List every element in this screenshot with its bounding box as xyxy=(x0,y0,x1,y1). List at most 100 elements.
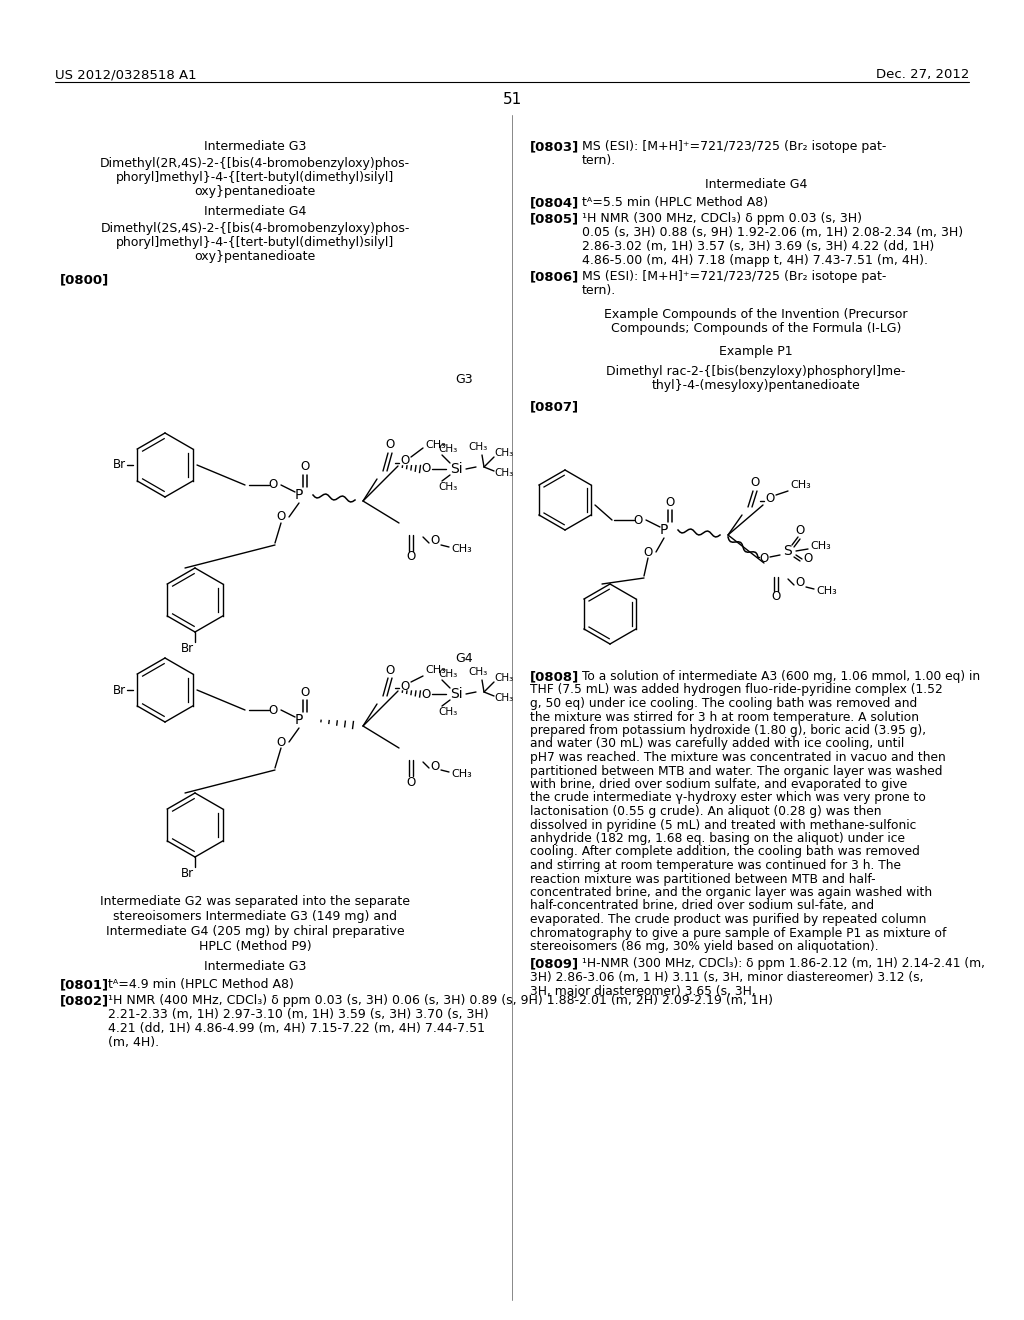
Text: O: O xyxy=(751,477,760,490)
Text: with brine, dried over sodium sulfate, and evaporated to give: with brine, dried over sodium sulfate, a… xyxy=(530,777,907,791)
Text: 2.21-2.33 (m, 1H) 2.97-3.10 (m, 1H) 3.59 (s, 3H) 3.70 (s, 3H): 2.21-2.33 (m, 1H) 2.97-3.10 (m, 1H) 3.59… xyxy=(108,1008,488,1020)
Text: O: O xyxy=(643,545,652,558)
Text: O: O xyxy=(804,553,813,565)
Text: CH₃: CH₃ xyxy=(425,440,445,450)
Text: (m, 4H).: (m, 4H). xyxy=(108,1036,159,1049)
Text: CH₃: CH₃ xyxy=(810,541,830,550)
Text: thyl}-4-(mesyloxy)pentanedioate: thyl}-4-(mesyloxy)pentanedioate xyxy=(651,379,860,392)
Text: [0806]: [0806] xyxy=(530,271,580,282)
Text: MS (ESI): [M+H]⁺=721/723/725 (Br₂ isotope pat-: MS (ESI): [M+H]⁺=721/723/725 (Br₂ isotop… xyxy=(582,271,887,282)
Text: CH₃: CH₃ xyxy=(494,693,513,704)
Text: stereoisomers Intermediate G3 (149 mg) and: stereoisomers Intermediate G3 (149 mg) a… xyxy=(113,909,397,923)
Text: Compounds; Compounds of the Formula (I-LG): Compounds; Compounds of the Formula (I-L… xyxy=(610,322,901,335)
Text: the mixture was stirred for 3 h at room temperature. A solution: the mixture was stirred for 3 h at room … xyxy=(530,710,919,723)
Text: oxy}pentanedioate: oxy}pentanedioate xyxy=(195,249,315,263)
Text: cooling. After complete addition, the cooling bath was removed: cooling. After complete addition, the co… xyxy=(530,846,920,858)
Text: tern).: tern). xyxy=(582,154,616,168)
Text: Br: Br xyxy=(113,684,126,697)
Text: O: O xyxy=(421,688,431,701)
Text: g, 50 eq) under ice cooling. The cooling bath was removed and: g, 50 eq) under ice cooling. The cooling… xyxy=(530,697,918,710)
Text: and stirring at room temperature was continued for 3 h. The: and stirring at room temperature was con… xyxy=(530,859,901,873)
Text: G4: G4 xyxy=(455,652,473,665)
Text: Intermediate G3: Intermediate G3 xyxy=(204,140,306,153)
Text: O: O xyxy=(385,664,394,676)
Text: Intermediate G4: Intermediate G4 xyxy=(705,178,807,191)
Text: P: P xyxy=(295,713,303,727)
Text: O: O xyxy=(796,524,805,537)
Text: S: S xyxy=(783,544,793,558)
Text: CH₃: CH₃ xyxy=(494,447,513,458)
Text: and water (30 mL) was carefully added with ice cooling, until: and water (30 mL) was carefully added wi… xyxy=(530,738,904,751)
Text: O: O xyxy=(407,776,416,788)
Text: O: O xyxy=(385,438,394,451)
Text: chromatography to give a pure sample of Example P1 as mixture of: chromatography to give a pure sample of … xyxy=(530,927,946,940)
Text: O: O xyxy=(634,513,643,527)
Text: reaction mixture was partitioned between MTB and half-: reaction mixture was partitioned between… xyxy=(530,873,876,886)
Text: [0802]: [0802] xyxy=(60,994,110,1007)
Text: concentrated brine, and the organic layer was again washed with: concentrated brine, and the organic laye… xyxy=(530,886,932,899)
Text: prepared from potassium hydroxide (1.80 g), boric acid (3.95 g),: prepared from potassium hydroxide (1.80 … xyxy=(530,723,926,737)
Text: [0808]: [0808] xyxy=(530,671,580,682)
Text: CH₃: CH₃ xyxy=(468,442,487,451)
Text: CH₃: CH₃ xyxy=(494,469,513,478)
Text: Br: Br xyxy=(113,458,126,471)
Text: P: P xyxy=(295,488,303,502)
Text: O: O xyxy=(666,495,675,508)
Text: 3H) 2.86-3.06 (m, 1 H) 3.11 (s, 3H, minor diastereomer) 3.12 (s,: 3H) 2.86-3.06 (m, 1 H) 3.11 (s, 3H, mino… xyxy=(530,972,924,983)
Text: CH₃: CH₃ xyxy=(451,544,472,554)
Text: dissolved in pyridine (5 mL) and treated with methane-sulfonic: dissolved in pyridine (5 mL) and treated… xyxy=(530,818,916,832)
Text: P: P xyxy=(659,523,669,537)
Text: CH₃: CH₃ xyxy=(438,482,458,492)
Text: O: O xyxy=(407,550,416,564)
Text: O: O xyxy=(300,461,309,474)
Text: Dimethyl rac-2-{[bis(benzyloxy)phosphoryl]me-: Dimethyl rac-2-{[bis(benzyloxy)phosphory… xyxy=(606,366,905,378)
Text: tern).: tern). xyxy=(582,284,616,297)
Text: Example Compounds of the Invention (Precursor: Example Compounds of the Invention (Prec… xyxy=(604,308,907,321)
Text: MS (ESI): [M+H]⁺=721/723/725 (Br₂ isotope pat-: MS (ESI): [M+H]⁺=721/723/725 (Br₂ isotop… xyxy=(582,140,887,153)
Text: [0805]: [0805] xyxy=(530,213,580,224)
Text: CH₃: CH₃ xyxy=(816,586,837,597)
Text: lactonisation (0.55 g crude). An aliquot (0.28 g) was then: lactonisation (0.55 g crude). An aliquot… xyxy=(530,805,882,818)
Text: Dimethyl(2S,4S)-2-{[bis(4-bromobenzyloxy)phos-: Dimethyl(2S,4S)-2-{[bis(4-bromobenzyloxy… xyxy=(100,222,410,235)
Text: anhydride (182 mg, 1.68 eq. basing on the aliquot) under ice: anhydride (182 mg, 1.68 eq. basing on th… xyxy=(530,832,905,845)
Text: Dec. 27, 2012: Dec. 27, 2012 xyxy=(876,69,969,81)
Text: Intermediate G2 was separated into the separate: Intermediate G2 was separated into the s… xyxy=(100,895,410,908)
Text: ¹H NMR (300 MHz, CDCl₃) δ ppm 0.03 (s, 3H): ¹H NMR (300 MHz, CDCl₃) δ ppm 0.03 (s, 3… xyxy=(582,213,862,224)
Text: O: O xyxy=(400,454,410,467)
Text: 4.21 (dd, 1H) 4.86-4.99 (m, 4H) 7.15-7.22 (m, 4H) 7.44-7.51: 4.21 (dd, 1H) 4.86-4.99 (m, 4H) 7.15-7.2… xyxy=(108,1022,485,1035)
Text: pH7 was reached. The mixture was concentrated in vacuo and then: pH7 was reached. The mixture was concent… xyxy=(530,751,946,764)
Text: 0.05 (s, 3H) 0.88 (s, 9H) 1.92-2.06 (m, 1H) 2.08-2.34 (m, 3H): 0.05 (s, 3H) 0.88 (s, 9H) 1.92-2.06 (m, … xyxy=(582,226,964,239)
Text: O: O xyxy=(430,759,439,772)
Text: CH₃: CH₃ xyxy=(494,673,513,682)
Text: Intermediate G4 (205 mg) by chiral preparative: Intermediate G4 (205 mg) by chiral prepa… xyxy=(105,925,404,939)
Text: Example P1: Example P1 xyxy=(719,345,793,358)
Text: G3: G3 xyxy=(455,374,473,385)
Text: Br: Br xyxy=(180,867,194,880)
Text: ¹H-NMR (300 MHz, CDCl₃): δ ppm 1.86-2.12 (m, 1H) 2.14-2.41 (m,: ¹H-NMR (300 MHz, CDCl₃): δ ppm 1.86-2.12… xyxy=(582,957,985,970)
Text: the crude intermediate γ-hydroxy ester which was very prone to: the crude intermediate γ-hydroxy ester w… xyxy=(530,792,926,804)
Text: [0804]: [0804] xyxy=(530,195,580,209)
Text: CH₃: CH₃ xyxy=(438,708,458,717)
Text: O: O xyxy=(430,535,439,548)
Text: O: O xyxy=(765,492,774,506)
Text: [0801]: [0801] xyxy=(60,978,110,991)
Text: HPLC (Method P9): HPLC (Method P9) xyxy=(199,940,311,953)
Text: phoryl]methyl}-4-{[tert-butyl(dimethyl)silyl]: phoryl]methyl}-4-{[tert-butyl(dimethyl)s… xyxy=(116,172,394,183)
Text: evaporated. The crude product was purified by repeated column: evaporated. The crude product was purifi… xyxy=(530,913,927,927)
Text: Intermediate G3: Intermediate G3 xyxy=(204,960,306,973)
Text: oxy}pentanedioate: oxy}pentanedioate xyxy=(195,185,315,198)
Text: ¹H NMR (400 MHz, CDCl₃) δ ppm 0.03 (s, 3H) 0.06 (s, 3H) 0.89 (s, 9H) 1.88-2.01 (: ¹H NMR (400 MHz, CDCl₃) δ ppm 0.03 (s, 3… xyxy=(108,994,773,1007)
Text: CH₃: CH₃ xyxy=(468,667,487,677)
Text: O: O xyxy=(760,553,769,565)
Text: O: O xyxy=(400,680,410,693)
Text: CH₃: CH₃ xyxy=(425,665,445,675)
Text: Si: Si xyxy=(450,686,462,701)
Text: O: O xyxy=(276,735,286,748)
Text: To a solution of intermediate A3 (600 mg, 1.06 mmol, 1.00 eq) in: To a solution of intermediate A3 (600 mg… xyxy=(582,671,980,682)
Text: O: O xyxy=(300,685,309,698)
Text: 3H, major diastereomer) 3.65 (s, 3H,: 3H, major diastereomer) 3.65 (s, 3H, xyxy=(530,985,756,998)
Text: [0809]: [0809] xyxy=(530,957,580,970)
Text: CH₃: CH₃ xyxy=(790,480,811,490)
Text: Br: Br xyxy=(180,642,194,655)
Text: O: O xyxy=(268,704,278,717)
